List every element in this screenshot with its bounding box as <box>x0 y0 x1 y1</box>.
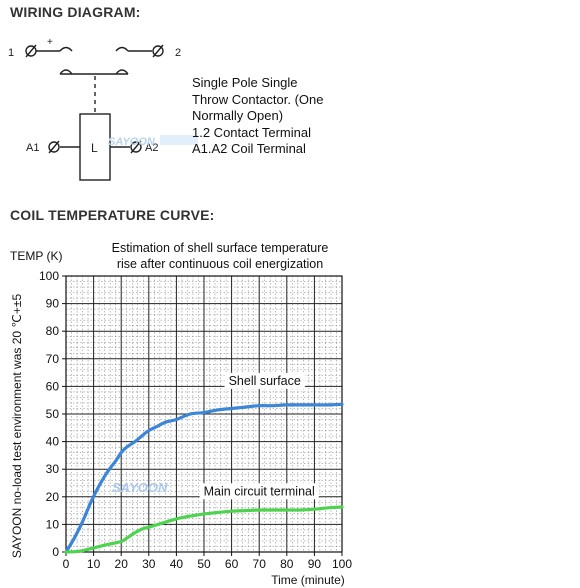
description-line: Throw Contactor. (One <box>192 91 324 107</box>
x-tick-label: 100 <box>332 557 352 571</box>
x-tick-label: 60 <box>225 557 239 571</box>
annotation-main-circuit-terminal: Main circuit terminal <box>204 484 315 498</box>
description-line: A1.A2 Coil Terminal <box>192 141 306 156</box>
watermark-logo-block <box>160 135 198 145</box>
description-line: Single Pole Single <box>192 75 298 90</box>
coil-a2-label: A2 <box>145 142 158 154</box>
coil-a1-label: A1 <box>26 142 39 154</box>
chart-ticks: 0 10 20 30 40 50 60 70 80 90 100 0 10 20 30 40 50 60 70 80 9… <box>39 269 352 571</box>
annotation-background <box>224 372 305 389</box>
y-tick-label: 80 <box>46 324 60 338</box>
coil-curve-heading: COIL TEMPERATURE CURVE: <box>10 207 215 223</box>
y-tick-label: 30 <box>46 462 60 476</box>
plus-label: + <box>47 37 53 48</box>
chart-title-line-2: rise after continuous coil energization <box>117 257 323 271</box>
series-line-shell-surface <box>64 402 344 554</box>
x-tick-label: 40 <box>170 557 184 571</box>
y-tick-label: 20 <box>46 490 60 504</box>
description-line: 1.2 Contact Terminal <box>192 124 311 140</box>
x-tick-label: 0 <box>63 557 70 571</box>
description-line: Normally Open) <box>192 108 284 123</box>
terminal-2-label: 2 <box>175 47 181 59</box>
y-tick-label: 50 <box>46 407 60 421</box>
x-tick-label: 70 <box>253 557 267 571</box>
coil-a2-screw-icon <box>130 141 142 153</box>
wiring-diagram-heading: WIRING DIAGRAM: <box>10 4 141 20</box>
series-line-main-circuit-terminal <box>64 505 344 554</box>
y-tick-label: 90 <box>46 297 60 311</box>
x-tick-label: 80 <box>280 557 294 571</box>
annotation-background <box>199 483 319 500</box>
x-tick-label: 20 <box>115 557 129 571</box>
x-tick-label: 30 <box>142 557 156 571</box>
chart-title-line-1: Estimation of shell surface temperature <box>112 241 329 255</box>
terminal-1-label: 1 <box>8 47 14 59</box>
y-tick-label: 60 <box>46 379 60 393</box>
y-tick-label: 70 <box>46 352 60 366</box>
coil-a1-screw-icon <box>48 141 60 153</box>
y-tick-label: 40 <box>46 435 60 449</box>
x-axis-label: Time (minute) <box>271 573 345 587</box>
chart-watermark: SAYOON <box>112 480 168 495</box>
y-tick-label: 0 <box>52 545 59 559</box>
side-note-label: SAYOON no-load test environment was 20 ℃… <box>10 294 24 559</box>
y-axis-label: TEMP (K) <box>10 249 62 263</box>
coil-label: L <box>91 141 98 155</box>
chart-series: Shell surface Main circuit terminal <box>64 372 344 554</box>
wiring-watermark: SAYOON <box>108 136 156 148</box>
wiring-diagram: 1 + 2 L A1 A2 SAYOON <box>8 37 198 181</box>
annotation-shell-surface: Shell surface <box>229 374 301 388</box>
terminal-2-screw-icon <box>152 45 164 57</box>
y-tick-label: 10 <box>46 517 60 531</box>
temperature-chart: 0 10 20 30 40 50 60 70 80 90 100 0 10 20 30 40 50 60 70 80 9… <box>10 241 352 587</box>
x-tick-label: 50 <box>197 557 211 571</box>
x-tick-label: 90 <box>308 557 322 571</box>
wiring-description: Single Pole Single Throw Contactor. (One… <box>192 75 324 158</box>
x-tick-label: 10 <box>87 557 101 571</box>
y-tick-label: 100 <box>39 269 59 283</box>
